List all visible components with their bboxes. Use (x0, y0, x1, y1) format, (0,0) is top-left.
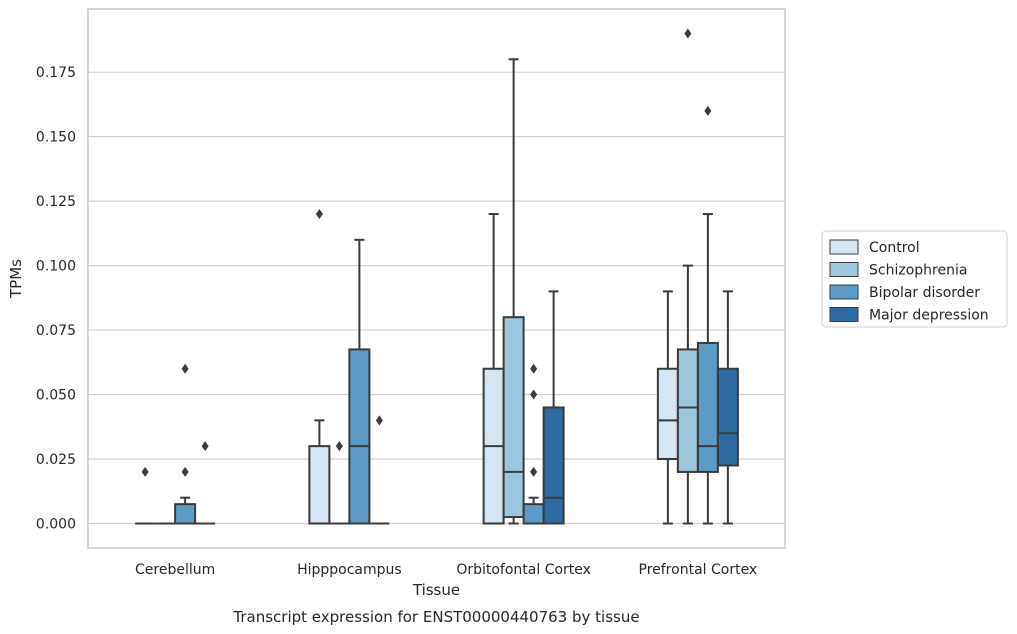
outlier-point (335, 441, 343, 452)
outlier-point (704, 105, 712, 116)
box-control (656, 290, 679, 525)
legend-swatch (829, 307, 859, 322)
y-tick-label: 0.125 (36, 194, 76, 210)
legend-swatch (829, 239, 859, 255)
x-tick-label: Hipppocampus (297, 562, 402, 578)
y-tick-label: 0.075 (36, 323, 76, 339)
box-iqr (502, 316, 525, 519)
box-iqr (522, 503, 545, 525)
box-bipolar-disorder (696, 105, 719, 525)
outlier-point (201, 441, 209, 452)
box-bipolar-disorder (348, 238, 371, 525)
x-tick-label: Cerebellum (135, 562, 215, 578)
outlier-point (375, 415, 383, 426)
y-tick-label: 0.100 (36, 259, 76, 275)
legend-frame (821, 230, 1008, 328)
box-major-depression (195, 441, 216, 525)
box-iqr (542, 406, 565, 525)
box-iqr (676, 348, 699, 473)
x-tick-label: Prefrontal Cortex (639, 562, 758, 578)
y-tick-label: 0.175 (36, 65, 76, 81)
y-tick-label: 0.000 (36, 517, 76, 533)
x-tick-label: Orbitofontal Cortex (456, 562, 591, 578)
legend-label: Control (869, 240, 920, 256)
outlier-point (684, 28, 692, 39)
outlier-point (530, 363, 538, 374)
box-major-depression (542, 290, 565, 525)
box-major-depression (716, 290, 739, 525)
y-tick-label: 0.025 (36, 452, 76, 468)
legend-swatch (829, 262, 859, 277)
box-bipolar-disorder (174, 363, 197, 525)
box-iqr (716, 367, 739, 467)
y-tick-label: 0.150 (36, 130, 76, 146)
box-iqr (696, 341, 719, 473)
legend: Control Schizophrenia Bipolar disorder Majo… (821, 230, 1008, 328)
box-iqr (348, 348, 371, 525)
plot-area-frame (87, 8, 786, 549)
x-axis-label: Tissue (412, 581, 460, 599)
legend-label: Bipolar disorder (869, 285, 980, 301)
outlier-point (141, 466, 149, 477)
box-iqr (656, 367, 679, 461)
box-control (482, 213, 505, 525)
outlier-point (315, 209, 323, 220)
legend-label: Major depression (869, 308, 989, 324)
legend-label: Schizophrenia (869, 263, 967, 279)
y-axis-label: TPMs (7, 259, 25, 299)
box-iqr (308, 445, 331, 525)
box-bipolar-disorder (522, 363, 545, 525)
box-schizophrenia (329, 441, 350, 525)
box-iqr (174, 503, 197, 525)
chart-caption: Transcript expression for ENST0000044076… (232, 608, 639, 626)
outlier-point (181, 363, 189, 374)
y-tick-label: 0.050 (36, 388, 76, 404)
y-tick-labels: 0.000 0.025 0.050 0.075 0.100 0.125 0.150 0.175 (36, 65, 76, 532)
outlier-point (530, 389, 538, 400)
grid-lines (88, 71, 785, 525)
outlier-point (530, 466, 538, 477)
box-major-depression (369, 415, 390, 525)
box-schizophrenia (676, 28, 699, 525)
box-control (308, 209, 331, 525)
box-control (135, 466, 156, 525)
box-schizophrenia (502, 58, 525, 525)
legend-swatch (829, 284, 859, 300)
outlier-point (181, 466, 189, 477)
x-tick-labels: Cerebellum Hipppocampus Orbitofontal Corte… (135, 562, 757, 578)
boxes (135, 28, 739, 525)
